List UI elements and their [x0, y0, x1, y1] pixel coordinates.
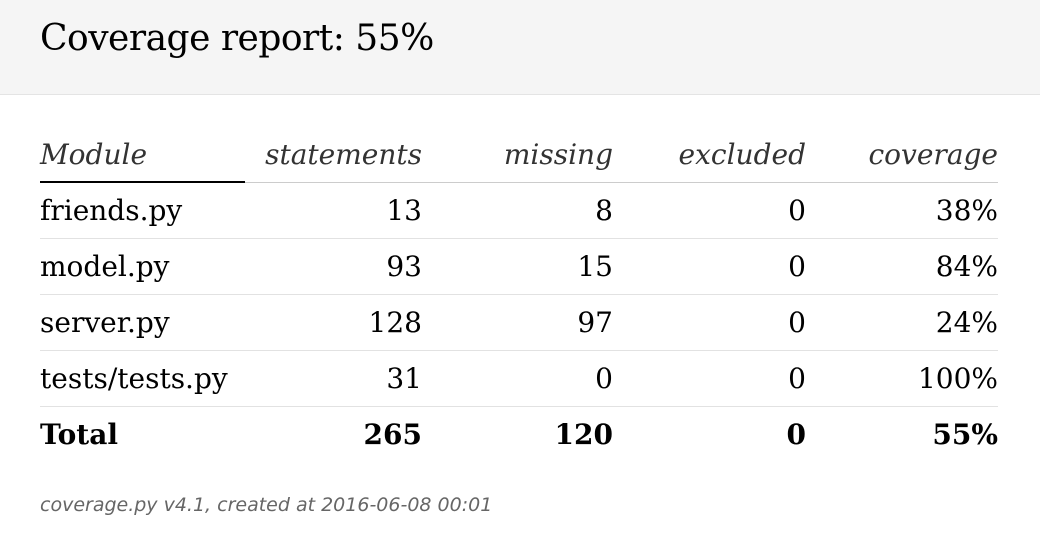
coverage-cell: 84% — [806, 238, 998, 295]
column-header-statements[interactable]: statements — [245, 128, 422, 183]
coverage-table: Module statements missing excluded cover… — [40, 128, 998, 462]
total-statements: 265 — [363, 417, 422, 451]
footer-created-info: coverage.py v4.1, created at 2016-06-08 … — [40, 494, 493, 516]
total-row: Total 265 120 0 55% — [40, 407, 998, 463]
module-link[interactable]: friends.py — [40, 182, 245, 239]
table-row: server.py 128 97 0 24% — [40, 294, 998, 351]
module-link[interactable]: tests/tests.py — [40, 350, 245, 407]
column-header-module[interactable]: Module — [40, 128, 245, 183]
total-excluded: 0 — [786, 417, 806, 451]
statements-cell: 31 — [245, 350, 422, 407]
column-header-excluded[interactable]: excluded — [613, 128, 806, 183]
total-missing: 120 — [554, 417, 613, 451]
excluded-cell: 0 — [613, 350, 806, 407]
column-header-coverage[interactable]: coverage — [806, 128, 998, 183]
missing-cell: 8 — [422, 182, 613, 239]
statements-cell: 93 — [245, 238, 422, 295]
table-row: friends.py 13 8 0 38% — [40, 182, 998, 239]
missing-cell: 15 — [422, 238, 613, 295]
table-header-row: Module statements missing excluded cover… — [40, 128, 998, 183]
excluded-cell: 0 — [613, 182, 806, 239]
statements-cell: 13 — [245, 182, 422, 239]
excluded-cell: 0 — [613, 238, 806, 295]
missing-cell: 0 — [422, 350, 613, 407]
excluded-cell: 0 — [613, 294, 806, 351]
total-coverage: 55% — [932, 417, 998, 451]
missing-cell: 97 — [422, 294, 613, 351]
table-row: model.py 93 15 0 84% — [40, 238, 998, 295]
statements-cell: 128 — [245, 294, 422, 351]
module-link[interactable]: model.py — [40, 238, 245, 295]
table-row: tests/tests.py 31 0 0 100% — [40, 350, 998, 407]
page-title: Coverage report: 55% — [40, 18, 434, 59]
total-label: Total — [40, 417, 119, 451]
coverage-cell: 100% — [806, 350, 998, 407]
module-link[interactable]: server.py — [40, 294, 245, 351]
coverage-cell: 38% — [806, 182, 998, 239]
column-header-missing[interactable]: missing — [422, 128, 613, 183]
coverage-cell: 24% — [806, 294, 998, 351]
report-header: Coverage report: 55% — [0, 0, 1040, 95]
